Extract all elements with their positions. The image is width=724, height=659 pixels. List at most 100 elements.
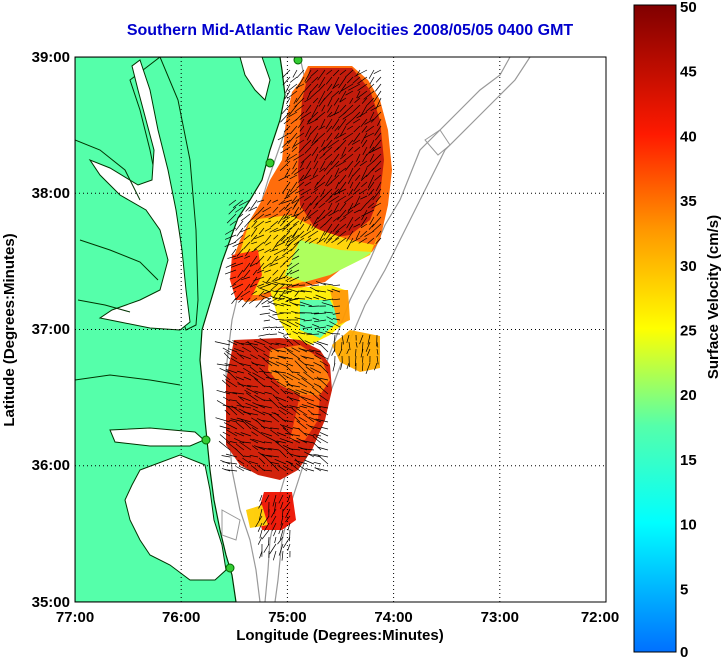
velocity-arrow — [252, 363, 266, 367]
velocity-vectors — [214, 69, 382, 561]
velocity-arrow — [242, 441, 252, 444]
colorbar-tick-label: 25 — [680, 323, 697, 340]
velocity-arrow — [367, 334, 371, 345]
velocity-arrow — [360, 118, 368, 127]
velocity-arrow — [304, 216, 312, 222]
velocity-arrow — [264, 391, 273, 395]
velocity-arrow — [236, 227, 244, 237]
velocity-arrow — [359, 334, 364, 345]
velocity-arrow — [291, 347, 301, 353]
velocity-arrow — [346, 76, 354, 84]
colorbar-tick-label: 30 — [680, 258, 697, 275]
velocity-arrow — [222, 404, 238, 409]
velocity-arrow — [356, 111, 368, 119]
velocity-arrow — [365, 167, 375, 178]
velocity-arrow — [269, 227, 279, 233]
velocity-arrow — [321, 302, 334, 307]
velocity-arrow — [301, 377, 315, 388]
velocity-arrow — [347, 125, 354, 130]
velocity-arrow — [279, 529, 284, 540]
velocity-arrow — [287, 395, 294, 402]
velocity-arrow — [369, 216, 375, 225]
velocity-arrow — [279, 294, 292, 300]
velocity-arrow — [333, 202, 340, 213]
velocity-arrow — [241, 297, 251, 308]
velocity-arrow — [250, 262, 258, 267]
velocity-arrow — [274, 276, 286, 282]
velocity-arrow — [293, 97, 298, 105]
velocity-arrow — [360, 195, 368, 200]
velocity-arrow — [358, 237, 368, 244]
velocity-arrow — [326, 167, 333, 175]
velocity-arrow — [284, 167, 291, 178]
velocity-arrow — [224, 241, 237, 248]
velocity-arrow — [286, 384, 301, 388]
river-rappahannock — [79, 239, 159, 281]
velocity-arrow — [375, 195, 382, 203]
velocity-arrow — [313, 461, 322, 465]
velocity-arrow — [275, 441, 287, 451]
velocity-arrow — [243, 411, 259, 416]
velocity-arrow — [331, 288, 341, 293]
velocity-arrow — [368, 223, 375, 230]
velocity-arrow — [359, 230, 368, 238]
velocity-arrow — [305, 104, 312, 113]
velocity-arrow — [283, 346, 294, 353]
velocity-arrow — [252, 269, 258, 276]
velocity-arrow — [331, 160, 340, 169]
velocity-arrow — [284, 202, 291, 210]
velocity-arrow — [305, 125, 312, 138]
velocity-arrow — [285, 276, 293, 282]
velocity-arrow — [216, 363, 231, 367]
velocity-arrow — [354, 146, 361, 153]
velocity-arrow — [285, 287, 299, 293]
velocity-arrow — [267, 447, 280, 451]
y-tick-label: 39:00 — [32, 49, 70, 66]
velocity-arrow — [335, 160, 347, 168]
velocity-arrow — [272, 370, 287, 374]
velocity-arrow — [263, 372, 273, 381]
velocity-arrow — [275, 349, 287, 353]
velocity-arrow — [273, 290, 279, 299]
velocity-arrow — [272, 206, 279, 213]
velocity-arrow — [235, 220, 244, 231]
velocity-arrow — [303, 413, 315, 423]
velocity-arrow — [255, 419, 266, 430]
velocity-arrow — [267, 255, 272, 262]
velocity-arrow — [353, 223, 361, 228]
velocity-arrow — [328, 195, 340, 203]
velocity-arrow — [375, 76, 382, 83]
velocity-arrow — [367, 181, 375, 191]
velocity-arrow — [253, 220, 265, 229]
velocity-arrow — [276, 440, 287, 444]
velocity-arrow — [274, 536, 277, 544]
velocity-arrow — [345, 118, 354, 126]
velocity-arrow — [279, 438, 294, 444]
velocity-arrow — [273, 234, 279, 240]
velocity-arrow — [326, 181, 333, 187]
velocity-arrow — [289, 405, 301, 409]
velocity-arrow — [327, 289, 334, 293]
velocity-arrow — [277, 331, 285, 335]
velocity-arrow — [325, 174, 333, 187]
velocity-arrow — [226, 429, 238, 437]
velocity-arrow — [312, 317, 320, 321]
velocity-arrow — [289, 223, 298, 230]
velocity-arrow — [300, 448, 315, 451]
velocity-arrow — [326, 125, 333, 133]
velocity-arrow — [242, 346, 252, 353]
velocity-arrow — [319, 160, 326, 170]
velocity-arrow — [291, 167, 298, 175]
velocity-arrow — [283, 333, 292, 336]
velocity-arrow — [243, 241, 251, 250]
velocity-arrow — [235, 443, 245, 451]
velocity-arrow — [291, 195, 298, 204]
velocity-arrow — [331, 237, 340, 243]
velocity-arrow — [248, 460, 259, 465]
velocity-arrow — [249, 454, 259, 458]
velocity-arrow — [299, 111, 312, 120]
velocity-arrow — [268, 536, 270, 546]
velocity-arrow — [273, 529, 277, 537]
velocity-arrow — [257, 404, 273, 409]
